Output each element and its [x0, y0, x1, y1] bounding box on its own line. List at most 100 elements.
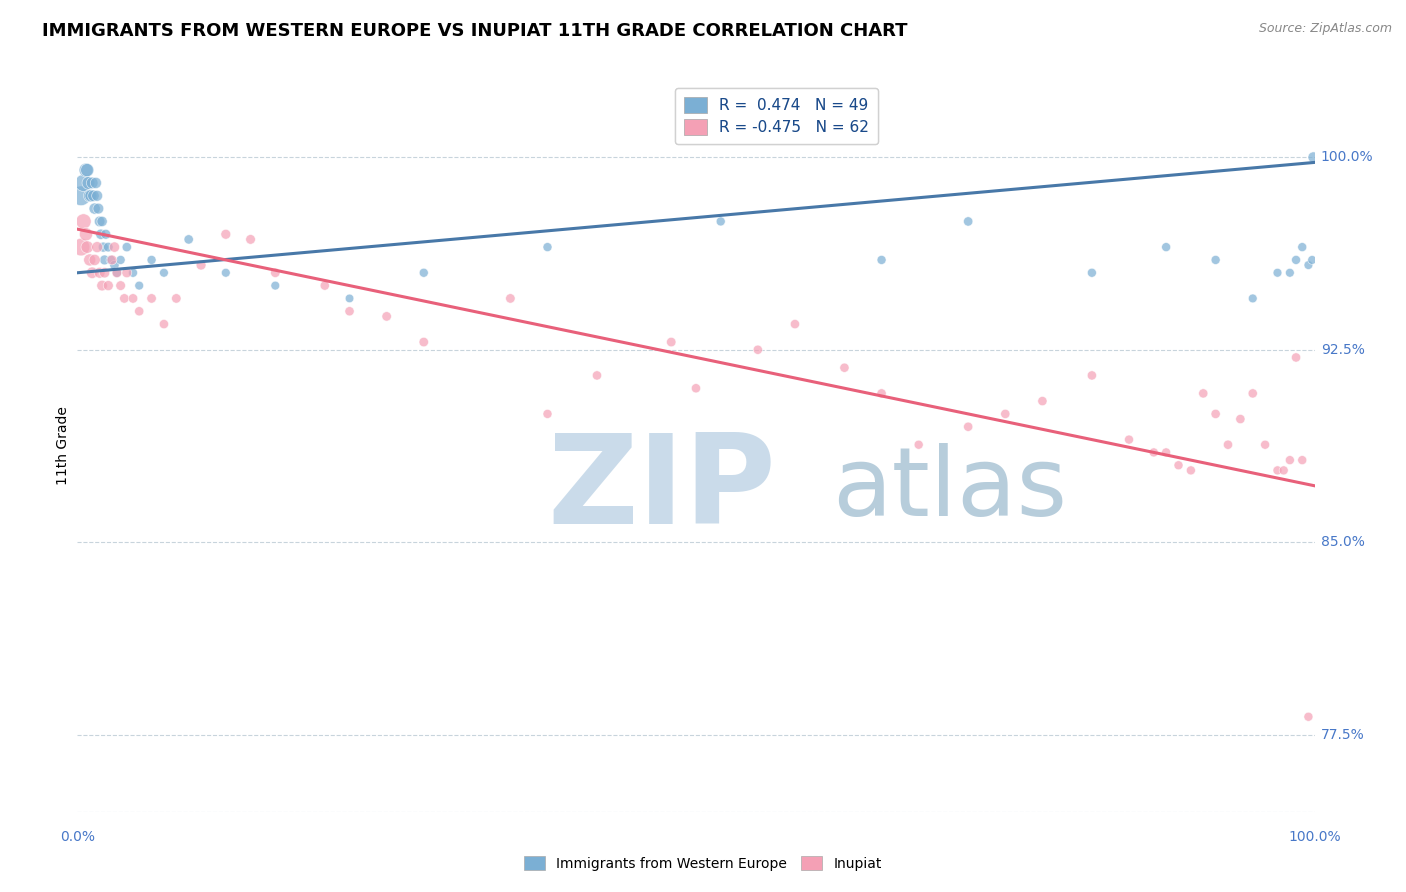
Point — [112, 292, 135, 306]
Point — [1143, 445, 1166, 459]
Point — [1031, 394, 1053, 409]
Point — [994, 407, 1017, 421]
Point — [89, 266, 111, 280]
Point — [412, 334, 434, 349]
Text: 100.0%: 100.0% — [1320, 150, 1374, 164]
Text: 92.5%: 92.5% — [1320, 343, 1365, 357]
Point — [870, 386, 893, 401]
Point — [1229, 412, 1251, 426]
Point — [1216, 438, 1239, 452]
Point — [1267, 463, 1289, 477]
Point — [165, 292, 187, 306]
Text: 0.0%: 0.0% — [60, 830, 94, 844]
Point — [86, 240, 108, 254]
Point — [87, 202, 110, 216]
Point — [115, 240, 138, 254]
Point — [97, 240, 120, 254]
Point — [1267, 266, 1289, 280]
Point — [870, 252, 893, 267]
Point — [128, 278, 150, 293]
Point — [685, 381, 707, 395]
Point — [93, 252, 115, 267]
Point — [75, 163, 97, 178]
Point — [72, 176, 94, 190]
Legend: R =  0.474   N = 49, R = -0.475   N = 62: R = 0.474 N = 49, R = -0.475 N = 62 — [675, 88, 879, 145]
Point — [1180, 463, 1202, 477]
Y-axis label: 11th Grade: 11th Grade — [56, 407, 70, 485]
Point — [339, 292, 361, 306]
Point — [907, 438, 929, 452]
Point — [1278, 453, 1301, 467]
Point — [77, 176, 100, 190]
Point — [536, 407, 558, 421]
Point — [82, 266, 104, 280]
Point — [153, 266, 176, 280]
Text: 100.0%: 100.0% — [1288, 830, 1341, 844]
Point — [103, 240, 125, 254]
Point — [239, 232, 262, 246]
Text: Source: ZipAtlas.com: Source: ZipAtlas.com — [1258, 22, 1392, 36]
Point — [1291, 240, 1313, 254]
Point — [710, 214, 733, 228]
Point — [957, 214, 980, 228]
Point — [153, 317, 176, 331]
Point — [1192, 386, 1215, 401]
Point — [91, 278, 114, 293]
Point — [783, 317, 806, 331]
Point — [90, 227, 112, 242]
Text: IMMIGRANTS FROM WESTERN EUROPE VS INUPIAT 11TH GRADE CORRELATION CHART: IMMIGRANTS FROM WESTERN EUROPE VS INUPIA… — [42, 22, 908, 40]
Text: ZIP: ZIP — [547, 429, 776, 550]
Point — [79, 252, 101, 267]
Point — [747, 343, 769, 357]
Point — [177, 232, 200, 246]
Point — [86, 188, 108, 202]
Point — [91, 240, 114, 254]
Point — [1254, 438, 1277, 452]
Point — [957, 419, 980, 434]
Point — [1154, 240, 1177, 254]
Point — [499, 292, 522, 306]
Point — [82, 176, 104, 190]
Text: 85.0%: 85.0% — [1320, 535, 1365, 549]
Point — [264, 266, 287, 280]
Point — [128, 304, 150, 318]
Point — [1285, 351, 1308, 365]
Legend: Immigrants from Western Europe, Inupiat: Immigrants from Western Europe, Inupiat — [519, 850, 887, 876]
Point — [1081, 266, 1104, 280]
Point — [1167, 458, 1189, 473]
Point — [339, 304, 361, 318]
Point — [75, 227, 97, 242]
Point — [141, 292, 163, 306]
Point — [1285, 252, 1308, 267]
Point — [79, 188, 101, 202]
Point — [215, 266, 238, 280]
Point — [536, 240, 558, 254]
Point — [314, 278, 336, 293]
Point — [1205, 407, 1227, 421]
Point — [1298, 258, 1320, 272]
Point — [93, 266, 115, 280]
Point — [215, 227, 238, 242]
Text: 77.5%: 77.5% — [1320, 728, 1365, 742]
Point — [83, 202, 105, 216]
Point — [80, 188, 103, 202]
Point — [76, 163, 98, 178]
Point — [1154, 445, 1177, 459]
Point — [70, 188, 93, 202]
Point — [94, 227, 117, 242]
Point — [1278, 266, 1301, 280]
Point — [1298, 710, 1320, 724]
Point — [375, 310, 398, 324]
Point — [1081, 368, 1104, 383]
Point — [141, 252, 163, 267]
Point — [122, 292, 145, 306]
Point — [1205, 252, 1227, 267]
Point — [83, 252, 105, 267]
Point — [659, 334, 682, 349]
Point — [103, 258, 125, 272]
Point — [84, 176, 107, 190]
Point — [70, 240, 93, 254]
Point — [76, 240, 98, 254]
Point — [1291, 453, 1313, 467]
Point — [1241, 386, 1264, 401]
